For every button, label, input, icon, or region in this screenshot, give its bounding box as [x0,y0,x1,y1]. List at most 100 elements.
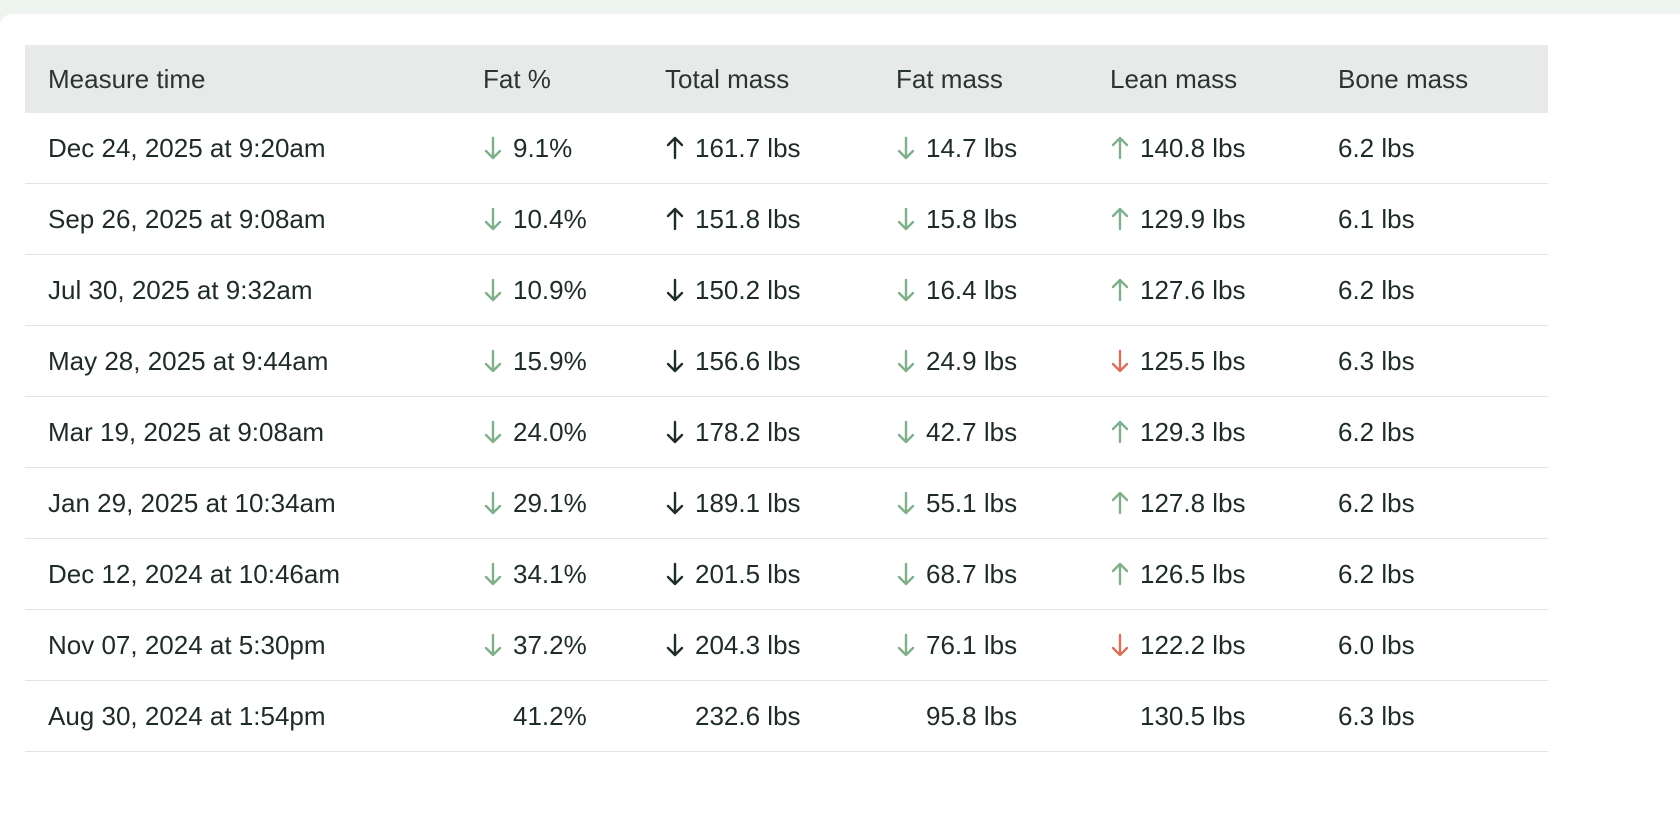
cell-text: 161.7 lbs [695,132,801,163]
cell: Dec 24, 2025 at 9:20am [25,113,460,184]
cell-text: 55.1 lbs [926,487,1018,518]
cell: 151.8 lbs [642,183,873,255]
cell-text: 130.5 lbs [1140,700,1246,731]
table-row: Dec 24, 2025 at 9:20am 9.1% 161.7 lbs 14.7 … [25,113,1548,184]
cell-text: 129.3 lbs [1140,416,1246,447]
cell-text: 129.9 lbs [1140,203,1246,234]
cell-text: 14.7 lbs [926,132,1018,163]
cell: 6.0 lbs [1315,609,1548,681]
cell: Mar 19, 2025 at 9:08am [25,396,460,468]
cell-text: 10.9% [513,274,587,305]
cell-text: 6.2 lbs [1338,416,1415,447]
cell-text: 76.1 lbs [926,629,1018,660]
arrow-down-icon [896,633,916,657]
cell-text: May 28, 2025 at 9:44am [48,345,329,376]
cell-text: 37.2% [513,629,587,660]
header-cell: Bone mass [1315,45,1548,113]
arrow-down-icon [896,491,916,515]
arrow-up-icon [1110,136,1130,160]
cell: Jul 30, 2025 at 9:32am [25,254,460,326]
cell: 24.9 lbs [873,325,1087,397]
cell: 68.7 lbs [873,538,1087,610]
arrow-down-icon [896,207,916,231]
cell: 140.8 lbs [1087,113,1315,184]
cell: 10.9% [460,254,642,326]
measurements-table: Measure time Fat % Total mass Fat mass L… [25,45,1548,752]
cell-text: 15.8 lbs [926,203,1018,234]
table-row: Sep 26, 2025 at 9:08am 10.4% 151.8 lbs 15.8… [25,183,1548,255]
cell-text: Jul 30, 2025 at 9:32am [48,274,313,305]
arrow-down-icon [896,136,916,160]
cell-text: 140.8 lbs [1140,132,1246,163]
arrow-down-icon [896,562,916,586]
cell: 76.1 lbs [873,609,1087,681]
cell-text: 24.9 lbs [926,345,1018,376]
cell: 29.1% [460,467,642,539]
cell: Nov 07, 2024 at 5:30pm [25,609,460,681]
cell: 178.2 lbs [642,396,873,468]
cell-text: 127.6 lbs [1140,274,1246,305]
arrow-down-icon [665,562,685,586]
cell: 15.8 lbs [873,183,1087,255]
cell: 156.6 lbs [642,325,873,397]
cell: 127.8 lbs [1087,467,1315,539]
cell-text: 150.2 lbs [695,274,801,305]
cell-text: 24.0% [513,416,587,447]
cell-text: 6.2 lbs [1338,487,1415,518]
cell-text: 6.1 lbs [1338,203,1415,234]
cell-text: Mar 19, 2025 at 9:08am [48,416,325,447]
cell: 24.0% [460,396,642,468]
cell-text: 122.2 lbs [1140,629,1246,660]
cell-text: 34.1% [513,558,587,589]
cell-text: 126.5 lbs [1140,558,1246,589]
spacer [483,704,503,728]
header-cell: Total mass [642,45,873,113]
cell-text: 204.3 lbs [695,629,801,660]
cell-text: 15.9% [513,345,587,376]
cell: 16.4 lbs [873,254,1087,326]
arrow-up-icon [1110,491,1130,515]
spacer [665,704,685,728]
cell: 42.7 lbs [873,396,1087,468]
cell-text: 95.8 lbs [926,700,1018,731]
arrow-up-icon [1110,207,1130,231]
cell: 55.1 lbs [873,467,1087,539]
cell: 127.6 lbs [1087,254,1315,326]
cell: 232.6 lbs [642,680,873,752]
arrow-down-icon [483,420,503,444]
arrow-down-icon [483,562,503,586]
arrow-down-icon [665,420,685,444]
cell: 14.7 lbs [873,113,1087,184]
arrow-down-icon [483,278,503,302]
cell-text: 10.4% [513,203,587,234]
cell-text: Jan 29, 2025 at 10:34am [48,487,336,518]
arrow-down-icon [483,207,503,231]
cell: 15.9% [460,325,642,397]
cell: 150.2 lbs [642,254,873,326]
arrow-down-icon [896,349,916,373]
cell: Sep 26, 2025 at 9:08am [25,183,460,255]
table-row: Nov 07, 2024 at 5:30pm 37.2% 204.3 lbs 76.1… [25,609,1548,681]
cell-text: 6.0 lbs [1338,629,1415,660]
cell-text: 178.2 lbs [695,416,801,447]
arrow-down-icon [665,278,685,302]
cell: 126.5 lbs [1087,538,1315,610]
cell-text: 6.3 lbs [1338,345,1415,376]
arrow-up-icon [1110,420,1130,444]
arrow-down-icon [1110,633,1130,657]
cell: Aug 30, 2024 at 1:54pm [25,680,460,752]
cell: 125.5 lbs [1087,325,1315,397]
cell: 6.2 lbs [1315,538,1548,610]
cell-text: 42.7 lbs [926,416,1018,447]
header-cell: Lean mass [1087,45,1315,113]
cell: 41.2% [460,680,642,752]
cell-text: 6.2 lbs [1338,558,1415,589]
arrow-down-icon [483,633,503,657]
arrow-up-icon [1110,562,1130,586]
cell: 6.2 lbs [1315,254,1548,326]
cell: 129.9 lbs [1087,183,1315,255]
cell: Jan 29, 2025 at 10:34am [25,467,460,539]
arrow-up-icon [1110,278,1130,302]
cell: 34.1% [460,538,642,610]
table-row: May 28, 2025 at 9:44am 15.9% 156.6 lbs 24.9… [25,325,1548,397]
